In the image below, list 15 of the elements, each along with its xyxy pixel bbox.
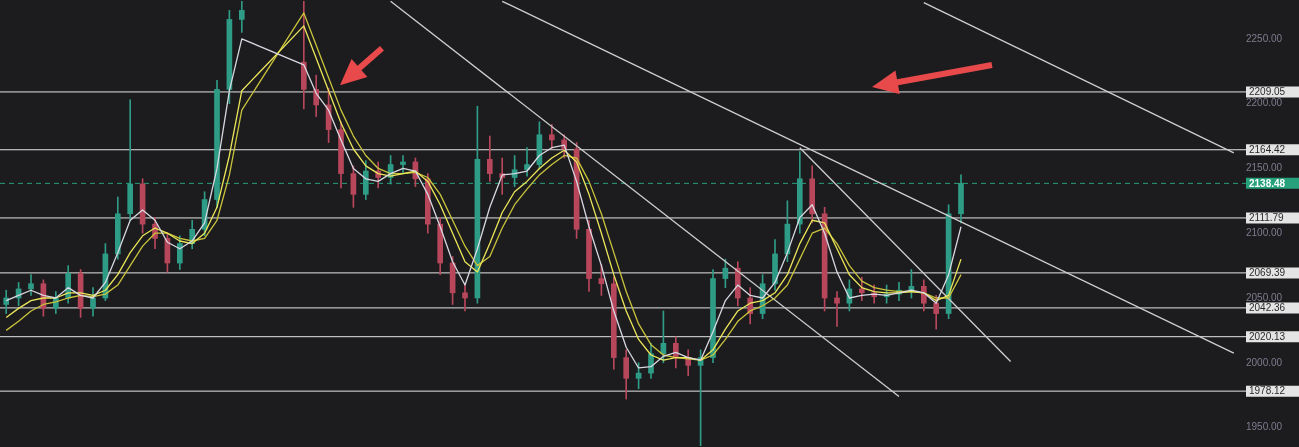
ref-line-label: 2020.13 [1249,330,1286,342]
y-tick-label: 1950.00 [1246,421,1283,433]
y-tick-label: 2000.00 [1246,356,1283,368]
ref-line-label: 2164.42 [1249,144,1286,155]
ref-line-label: 2111.79 [1249,212,1285,224]
ref-line-label: 2042.36 [1249,302,1286,314]
y-tick-label: 2150.00 [1246,162,1283,174]
ref-line-label: 2069.39 [1249,267,1286,279]
y-tick-label: 2100.00 [1246,226,1283,238]
ref-line-label: 1978.12 [1249,385,1286,397]
y-tick-label: 2250.00 [1246,32,1283,44]
y-tick-label: 2200.00 [1246,97,1283,109]
ref-line-label: 2209.05 [1249,86,1286,98]
ref-line-label: 2138.48 [1249,177,1286,189]
y-tick-label: 2050.00 [1246,291,1283,303]
